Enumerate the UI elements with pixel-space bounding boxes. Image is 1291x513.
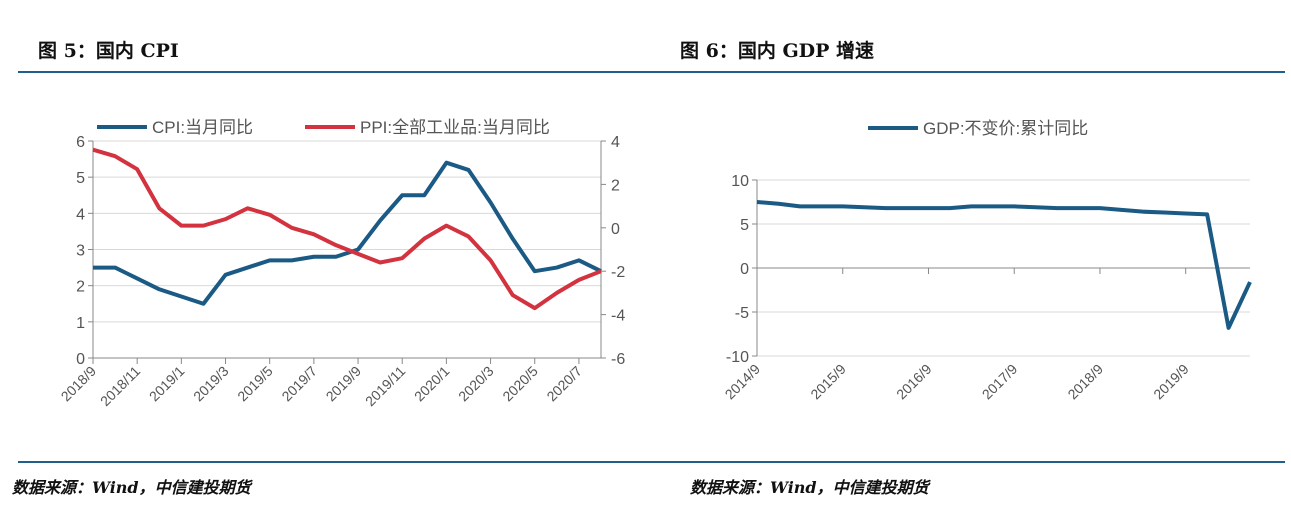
series-line-1-0 [756,200,1252,330]
x-tick-label: 2020/1 [411,363,453,405]
y-tick-label: -10 [726,349,749,366]
y2-tick-label: -4 [611,308,625,325]
right-chart-title: 图 6：国内 GDP 增速 [680,40,875,62]
x-tick-label: 2019/11 [362,363,409,410]
x-tick-label: 2019/9 [1150,361,1192,403]
left-chart-title: 图 5：国内 CPI [38,40,179,62]
bottom-divider [18,461,1285,463]
x-tick-label: 2019/5 [234,363,276,405]
y-tick-label: 5 [76,170,85,187]
x-tick-label: 2015/9 [807,361,849,403]
y-tick-label: 6 [76,134,85,151]
y-tick-label: -5 [735,305,749,322]
x-tick-label: 2017/9 [979,361,1021,403]
x-tick-label: 2020/7 [543,363,585,405]
y2-tick-label: 4 [611,134,620,151]
x-tick-label: 2016/9 [893,361,935,403]
y-tick-label: 5 [740,217,749,234]
x-tick-label: 2020/3 [455,363,497,405]
y-tick-label: 1 [76,315,85,332]
x-tick-label: 2018/9 [1064,361,1106,403]
x-tick-label: 2019/3 [190,363,232,405]
legend-label: CPI:当月同比 [152,118,253,137]
y2-tick-label: -6 [611,351,625,368]
left-source: 数据来源：Wind，中信建投期货 [12,478,251,497]
y-tick-label: 10 [731,173,749,190]
x-tick-label: 2019/7 [278,363,320,405]
legend-label: PPI:全部工业品:当月同比 [360,118,550,137]
x-tick-label: 2018/9 [58,363,100,405]
top-divider [18,71,1285,73]
y-tick-label: 0 [740,261,749,278]
y2-tick-label: 0 [611,221,620,238]
y-tick-label: 3 [76,243,85,260]
series-line-0-1 [92,147,602,311]
x-tick-label: 2019/1 [146,363,188,405]
y2-tick-label: 2 [611,177,620,194]
x-tick-label: 2018/11 [97,363,144,410]
y-tick-label: 4 [76,206,85,223]
y2-tick-label: -2 [611,264,625,281]
x-tick-label: 2014/9 [722,361,764,403]
right-source: 数据来源：Wind，中信建投期货 [690,478,929,497]
y-tick-label: 2 [76,279,85,296]
series-line-0-0 [93,160,602,306]
y-tick-label: 0 [76,351,85,368]
legend-label: GDP:不变价:累计同比 [923,119,1088,138]
x-tick-label: 2020/5 [499,363,541,405]
x-tick-label: 2019/9 [323,363,365,405]
